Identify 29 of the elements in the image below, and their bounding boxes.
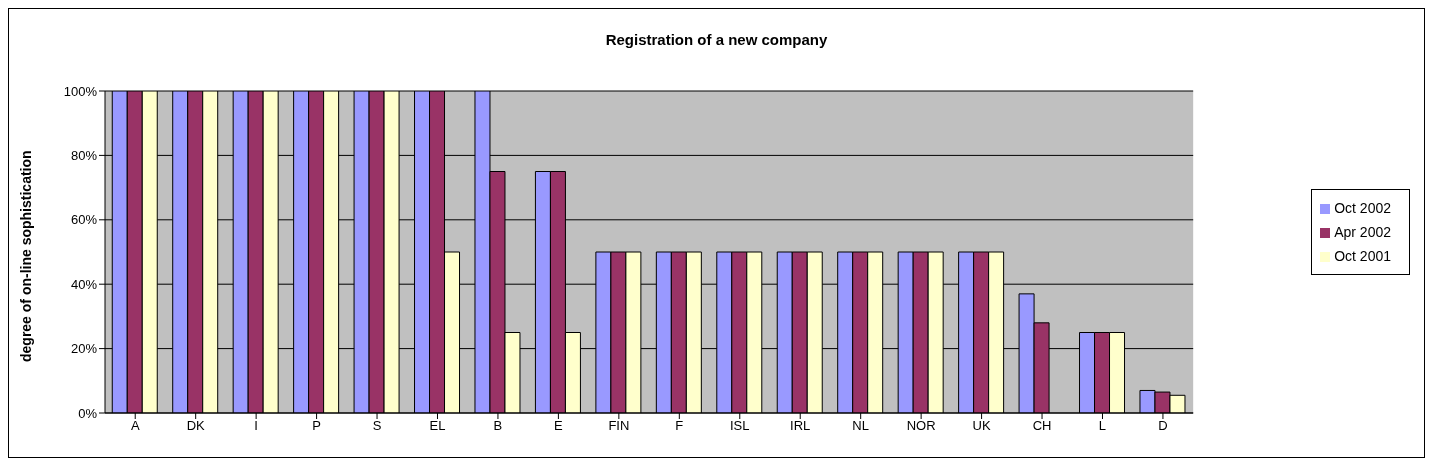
legend-label: Oct 2001	[1334, 248, 1391, 264]
y-axis-title: degree of on-line sophistication	[17, 150, 34, 362]
x-tick-label: UK	[972, 418, 991, 434]
x-tick-label: L	[1098, 418, 1107, 434]
chart-title: Registration of a new company	[604, 31, 829, 48]
legend-label: Apr 2002	[1334, 224, 1391, 240]
x-tick-label: F	[675, 418, 684, 434]
x-tick-label: E	[554, 418, 564, 434]
x-tick-label: I	[254, 418, 258, 434]
y-tick-label: 100%	[63, 83, 98, 99]
y-tick-label: 20%	[70, 341, 98, 357]
y-tick-label: 40%	[70, 276, 98, 292]
x-tick-label: S	[372, 418, 382, 434]
x-tick-label: NOR	[906, 418, 936, 434]
x-tick-label: FIN	[608, 418, 630, 434]
x-tick-label: P	[312, 418, 321, 434]
x-tick-label: IRL	[790, 418, 811, 434]
x-tick-label: DK	[186, 418, 206, 434]
y-tick-label: 60%	[70, 212, 98, 228]
x-tick-label: D	[1158, 418, 1168, 434]
y-tick-label: 0%	[78, 405, 98, 421]
x-tick-label: CH	[1032, 418, 1052, 434]
x-tick-label: NL	[852, 418, 869, 434]
x-tick-label: ISL	[730, 418, 750, 434]
y-tick-label: 80%	[70, 148, 98, 164]
legend-label: Oct 2002	[1334, 200, 1391, 216]
x-tick-label: A	[130, 418, 140, 434]
x-tick-label: EL	[429, 418, 446, 434]
x-tick-label: B	[493, 418, 503, 434]
